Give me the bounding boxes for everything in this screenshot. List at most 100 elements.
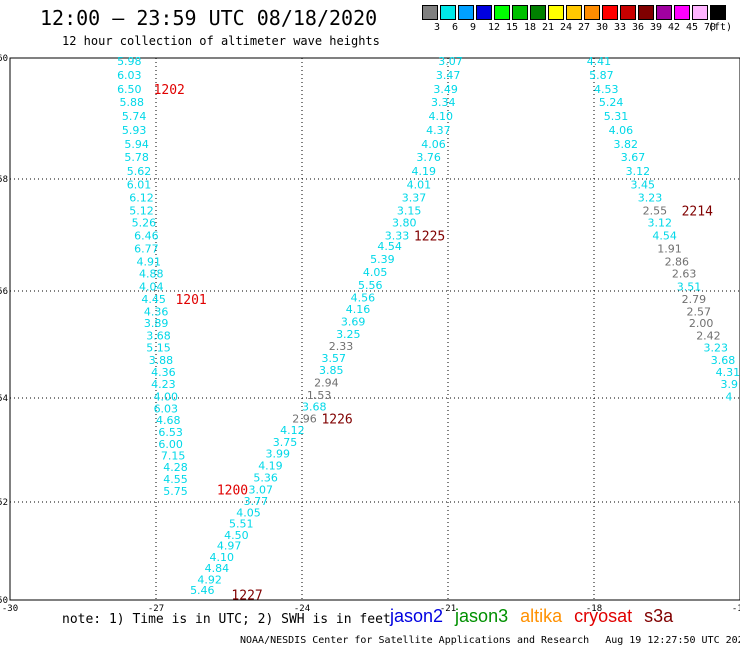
altimeter-map: -30-27-24-21-18-15505254565860 5.986.036…	[0, 54, 740, 612]
wave-height-value: 3.12	[626, 165, 651, 178]
wave-height-value: 4.53	[594, 83, 619, 96]
legend-label: 36	[632, 22, 645, 33]
wave-height-value: 3.07	[248, 484, 273, 497]
wave-height-value: 3.80	[392, 217, 417, 230]
legend-swatch	[458, 5, 474, 20]
legend-label: 18	[524, 22, 537, 33]
wave-height-value: 2.94	[314, 376, 339, 389]
wave-height-values: 5.986.036.505.885.745.935.945.785.626.01…	[117, 55, 740, 597]
legend-unit: (ft)	[708, 22, 733, 33]
wave-height-value: 6.53	[158, 426, 183, 439]
wave-height-value: 2.96	[292, 412, 317, 425]
wave-height-value: 4.50	[224, 529, 249, 542]
wave-height-value: 5.51	[229, 518, 254, 531]
wave-height-value: 2.42	[696, 329, 721, 342]
satellite-key: jason2 jason3 altika cryosat s3a	[390, 606, 685, 627]
legend-label: 3	[434, 22, 441, 33]
axis-tick-labels: -30 -27 -24 -21 -18 -15 50 52 54 56 58 60	[0, 54, 740, 612]
wave-height-value: 5.78	[124, 151, 149, 164]
wave-height-value: 2.33	[329, 340, 354, 353]
wave-height-value: 3.47	[436, 69, 461, 82]
lon-tick-label: -15	[732, 604, 740, 612]
legend-label: 12	[488, 22, 501, 33]
lon-tick-label: -24	[294, 604, 310, 612]
wave-height-value: 1.91	[657, 242, 682, 255]
wave-height-value: 5.39	[370, 253, 395, 266]
wave-height-value: 4.41	[587, 55, 612, 68]
lat-tick-label: 60	[0, 54, 8, 64]
legend-swatch	[656, 5, 672, 20]
wave-height-value: 5.31	[604, 110, 629, 123]
legend-label: 27	[578, 22, 591, 33]
legend-label: 6	[452, 22, 459, 33]
satellite-name: s3a	[644, 606, 674, 626]
wave-height-value: 6.77	[134, 242, 159, 255]
wave-height-value: 2.57	[686, 305, 711, 318]
wave-height-value: 3.68	[711, 354, 736, 367]
legend-swatch	[512, 5, 528, 20]
wave-height-value: 3.51	[677, 281, 702, 294]
legend-label: 15	[506, 22, 519, 33]
legend-label: 21	[542, 22, 555, 33]
legend-label: 70	[704, 22, 717, 33]
wave-height-value: 3.57	[321, 352, 346, 365]
wave-height-value: 3.76	[416, 151, 441, 164]
legend-swatch	[476, 5, 492, 20]
lat-tick-label: 58	[0, 175, 8, 185]
wave-height-value: 4.55	[163, 473, 188, 486]
wave-height-value: 6.01	[127, 179, 152, 192]
lat-tick-label: 50	[0, 596, 8, 606]
legend-swatch	[674, 5, 690, 20]
wave-height-value: 4.16	[346, 303, 371, 316]
wave-height-value: 4.68	[156, 414, 181, 427]
wave-height-value: 3.82	[613, 138, 638, 151]
legend-swatch	[602, 5, 618, 20]
wave-height-value: 4.00	[154, 390, 179, 403]
wave-height-value: 5.74	[122, 110, 147, 123]
wave-height-value: 4.36	[144, 305, 169, 318]
wave-height-value: 4.10	[210, 551, 235, 564]
wave-height-value: 3.34	[431, 96, 456, 109]
wave-height-value: 2.55	[643, 204, 668, 217]
footnote: note: 1) Time is in UTC; 2) SWH is in fe…	[62, 612, 391, 627]
wave-height-value: 4.92	[197, 573, 222, 586]
wave-height-value: 6.50	[117, 83, 142, 96]
wave-height-value: 5.46	[190, 584, 215, 597]
wave-height-value: 3.33	[385, 230, 410, 243]
wave-height-value: 4.31	[716, 366, 740, 379]
lon-tick-label: -21	[440, 604, 456, 612]
satellite-name: cryosat	[574, 606, 633, 626]
wave-height-value: 3.9	[721, 378, 739, 391]
wave-height-value: 5.87	[589, 69, 614, 82]
map-title: 12:00 — 23:59 UTC 08/18/2020	[40, 6, 378, 30]
wave-height-value: 4.19	[412, 165, 437, 178]
wave-height-value: 4.54	[652, 230, 677, 243]
wave-height-value: 4.84	[205, 562, 230, 575]
wave-height-value: 4.45	[141, 293, 166, 306]
wave-height-value: 5.36	[253, 472, 277, 485]
wave-height-value: 4.37	[426, 124, 451, 137]
wave-height-value: 4.06	[421, 138, 446, 151]
legend-swatch	[566, 5, 582, 20]
wave-height-value: 2.79	[682, 293, 707, 306]
wave-height-value: 3.69	[341, 315, 366, 328]
lat-tick-label: 52	[0, 498, 8, 508]
wave-height-value: 3.23	[704, 342, 729, 355]
wave-height-value: 4.91	[137, 255, 162, 268]
legend-swatch	[548, 5, 564, 20]
lon-tick-label: -27	[148, 604, 164, 612]
wave-height-value: 7.15	[161, 450, 186, 463]
wave-height-value: 4.56	[351, 291, 376, 304]
wave-height-value: 3.12	[648, 217, 673, 230]
legend-swatch	[620, 5, 636, 20]
satellite-name: jason2	[390, 606, 444, 626]
wave-height-value: 4.06	[609, 124, 634, 137]
wave-height-value: 5.93	[122, 124, 147, 137]
wave-height-value: 5.88	[120, 96, 145, 109]
wave-height-value: 2.63	[672, 268, 697, 281]
wave-height-value: 3.49	[433, 83, 458, 96]
legend-label: 30	[596, 22, 609, 33]
credit-line: NOAA/NESDIS Center for Satellite Applica…	[240, 635, 740, 646]
wave-height-value: 5.26	[132, 217, 157, 230]
legend-label: 45	[686, 22, 699, 33]
